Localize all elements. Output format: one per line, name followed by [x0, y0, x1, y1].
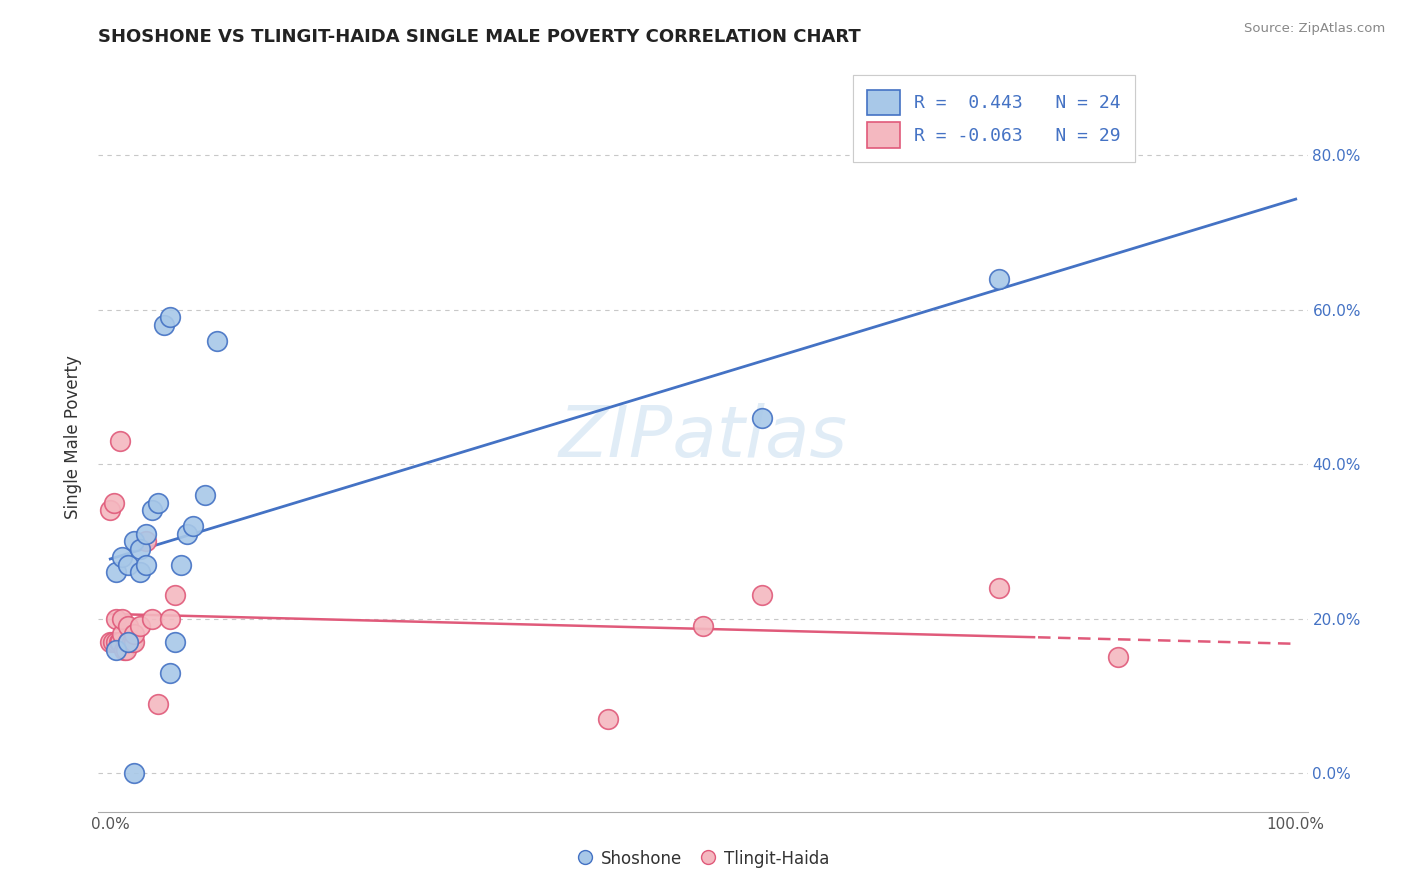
Point: [122, 634, 145, 648]
Point: [114, 642, 136, 657]
Point: [129, 542, 152, 557]
Point: [121, 634, 143, 648]
Text: ZIPatlas: ZIPatlas: [558, 402, 848, 472]
Point: [141, 612, 163, 626]
Point: [129, 566, 152, 580]
Point: [194, 488, 217, 502]
Point: [117, 634, 139, 648]
Point: [103, 496, 125, 510]
Legend: R =  0.443   N = 24, R = -0.063   N = 29: R = 0.443 N = 24, R = -0.063 N = 29: [853, 75, 1135, 162]
Text: Source: ZipAtlas.com: Source: ZipAtlas.com: [1244, 22, 1385, 36]
Point: [159, 612, 181, 626]
Point: [146, 697, 169, 711]
Point: [170, 558, 193, 572]
Point: [751, 589, 773, 603]
Point: [751, 410, 773, 425]
Point: [159, 665, 181, 680]
Point: [135, 534, 157, 549]
Legend: Shoshone, Tlingit-Haida: Shoshone, Tlingit-Haida: [569, 844, 837, 875]
Y-axis label: Single Male Poverty: Single Male Poverty: [65, 355, 83, 519]
Point: [135, 526, 157, 541]
Point: [122, 766, 145, 780]
Point: [141, 503, 163, 517]
Point: [1107, 650, 1129, 665]
Point: [165, 634, 187, 648]
Point: [117, 558, 139, 572]
Point: [114, 642, 136, 657]
Point: [98, 634, 121, 648]
Point: [129, 619, 152, 633]
Point: [152, 318, 174, 332]
Point: [105, 634, 128, 648]
Point: [598, 712, 620, 726]
Point: [101, 634, 124, 648]
Point: [108, 434, 131, 448]
Point: [692, 619, 714, 633]
Point: [111, 612, 134, 626]
Point: [105, 612, 128, 626]
Point: [165, 589, 187, 603]
Point: [105, 642, 128, 657]
Point: [108, 634, 131, 648]
Point: [181, 519, 204, 533]
Point: [111, 627, 134, 641]
Point: [122, 627, 145, 641]
Point: [105, 566, 128, 580]
Point: [117, 619, 139, 633]
Point: [117, 634, 139, 648]
Point: [159, 310, 181, 325]
Point: [176, 526, 198, 541]
Point: [146, 496, 169, 510]
Point: [111, 549, 134, 564]
Point: [988, 581, 1011, 595]
Point: [98, 503, 121, 517]
Point: [205, 334, 228, 348]
Point: [988, 271, 1011, 285]
Point: [135, 558, 157, 572]
Point: [122, 534, 145, 549]
Text: SHOSHONE VS TLINGIT-HAIDA SINGLE MALE POVERTY CORRELATION CHART: SHOSHONE VS TLINGIT-HAIDA SINGLE MALE PO…: [98, 28, 860, 45]
Point: [107, 634, 129, 648]
